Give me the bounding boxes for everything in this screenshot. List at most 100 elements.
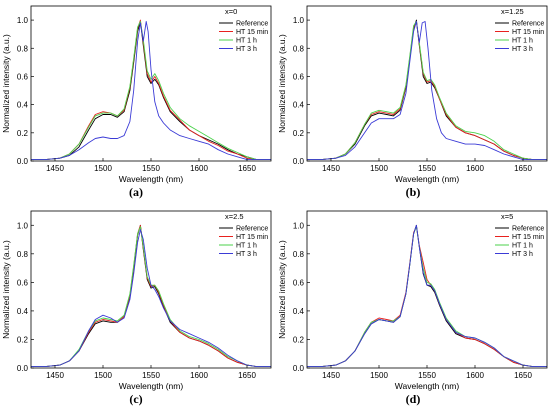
x-tick-label: 1500 bbox=[94, 371, 112, 380]
panel-tag: x=0 bbox=[225, 7, 237, 16]
x-tick-label: 1550 bbox=[142, 164, 160, 173]
legend-label: Reference bbox=[512, 21, 544, 28]
chart-panel-1: 1450 1500 1550 1600 1650 0.0 0.2 0.4 0.6 0.8 1.0 Wa… bbox=[1, 5, 272, 199]
x-tick-label: 1600 bbox=[190, 164, 208, 173]
series-line-1 bbox=[31, 21, 271, 161]
legend-label: HT 15 min bbox=[236, 29, 268, 36]
x-tick-label: 1650 bbox=[238, 164, 256, 173]
y-tick-label: 0.2 bbox=[293, 129, 305, 138]
y-tick-label: 0.6 bbox=[17, 72, 29, 81]
series-line-3 bbox=[31, 21, 271, 161]
x-tick-label: 1450 bbox=[46, 164, 64, 173]
y-tick-label: 0.2 bbox=[17, 335, 29, 344]
x-axis-title: Wavelength (nm) bbox=[395, 381, 460, 391]
chart-panel-4: 1450 1500 1550 1600 1650 0.0 0.2 0.4 0.6 0.8 1.0 Wa… bbox=[277, 210, 548, 406]
y-tick-label: 0.6 bbox=[293, 278, 305, 287]
panel-caption: (a) bbox=[129, 185, 143, 199]
series-lines bbox=[307, 224, 547, 368]
series-line-3 bbox=[307, 21, 547, 161]
panel-tag: x=2.5 bbox=[225, 212, 244, 221]
legend-label: Reference bbox=[512, 226, 544, 233]
y-tick-label: 0.8 bbox=[293, 44, 305, 53]
y-tick-label: 1.0 bbox=[17, 221, 29, 230]
legend-label: Reference bbox=[236, 21, 268, 28]
y-tick-label: 0.8 bbox=[17, 250, 29, 259]
series-lines bbox=[31, 224, 271, 368]
series-line-3 bbox=[307, 226, 547, 368]
x-tick-label: 1550 bbox=[418, 371, 436, 380]
y-tick-label: 0.0 bbox=[17, 364, 29, 373]
y-tick-label: 0.2 bbox=[293, 335, 305, 344]
legend-label: HT 15 min bbox=[236, 234, 268, 241]
legend-label: Reference bbox=[236, 226, 268, 233]
y-tick-label: 0.6 bbox=[293, 72, 305, 81]
y-tick-label: 1.0 bbox=[17, 16, 29, 25]
legend-label: HT 15 min bbox=[512, 29, 544, 36]
series-line-3 bbox=[31, 226, 271, 368]
series-line-1 bbox=[31, 224, 271, 368]
y-axis-title: Normalized intensity (a.u.) bbox=[277, 34, 287, 133]
series-line-4 bbox=[31, 21, 271, 161]
y-tick-label: 0.2 bbox=[17, 129, 29, 138]
series-lines bbox=[307, 19, 547, 161]
y-tick-label: 0.4 bbox=[293, 101, 305, 110]
x-tick-label: 1600 bbox=[190, 371, 208, 380]
panel-caption: (d) bbox=[406, 392, 421, 406]
x-axis-title: Wavelength (nm) bbox=[119, 381, 184, 391]
series-line-2 bbox=[31, 19, 271, 161]
y-tick-label: 0.4 bbox=[17, 307, 29, 316]
series-line-1 bbox=[307, 224, 547, 368]
x-tick-label: 1550 bbox=[418, 164, 436, 173]
x-tick-label: 1650 bbox=[238, 371, 256, 380]
x-tick-label: 1600 bbox=[466, 371, 484, 380]
legend-label: HT 3 h bbox=[512, 251, 533, 258]
panel-caption: (c) bbox=[129, 392, 142, 406]
panel-caption: (b) bbox=[406, 185, 421, 199]
chart-panel-3: 1450 1500 1550 1600 1650 0.0 0.2 0.4 0.6 0.8 1.0 Wa… bbox=[1, 210, 272, 406]
x-tick-label: 1500 bbox=[370, 164, 388, 173]
legend-label: HT 1 h bbox=[512, 243, 533, 250]
series-line-4 bbox=[31, 229, 271, 368]
y-axis-title: Normalized intensity (a.u.) bbox=[1, 240, 11, 339]
x-axis-title: Wavelength (nm) bbox=[119, 174, 184, 184]
legend-label: HT 3 h bbox=[512, 46, 533, 53]
y-tick-label: 1.0 bbox=[293, 221, 305, 230]
y-tick-label: 1.0 bbox=[293, 16, 305, 25]
chart-panel-2: 1450 1500 1550 1600 1650 0.0 0.2 0.4 0.6 0.8 1.0 Wa… bbox=[277, 5, 548, 199]
series-line-2 bbox=[31, 224, 271, 368]
x-tick-label: 1500 bbox=[370, 371, 388, 380]
x-tick-label: 1550 bbox=[142, 371, 160, 380]
y-tick-label: 0.4 bbox=[17, 101, 29, 110]
y-tick-label: 0.6 bbox=[17, 278, 29, 287]
series-line-4 bbox=[307, 21, 547, 161]
y-tick-label: 0.8 bbox=[17, 44, 29, 53]
y-axis-title: Normalized intensity (a.u.) bbox=[277, 240, 287, 339]
legend-label: HT 1 h bbox=[236, 38, 257, 45]
x-tick-label: 1500 bbox=[94, 164, 112, 173]
legend-label: HT 1 h bbox=[236, 243, 257, 250]
y-tick-label: 0.0 bbox=[17, 157, 29, 166]
legend-label: HT 1 h bbox=[512, 38, 533, 45]
x-tick-label: 1450 bbox=[46, 371, 64, 380]
legend-label: HT 3 h bbox=[236, 46, 257, 53]
legend-label: HT 3 h bbox=[236, 251, 257, 258]
x-tick-label: 1650 bbox=[514, 371, 532, 380]
series-line-4 bbox=[307, 224, 547, 368]
y-tick-label: 0.0 bbox=[293, 364, 305, 373]
x-tick-label: 1450 bbox=[322, 164, 340, 173]
panel-tag: x=1.25 bbox=[501, 7, 524, 16]
legend-label: HT 15 min bbox=[512, 234, 544, 241]
series-lines bbox=[31, 19, 271, 161]
y-tick-label: 0.8 bbox=[293, 250, 305, 259]
plot-frame bbox=[30, 210, 272, 369]
x-axis-title: Wavelength (nm) bbox=[395, 174, 460, 184]
x-tick-label: 1650 bbox=[514, 164, 532, 173]
y-tick-label: 0.4 bbox=[293, 307, 305, 316]
y-axis-title: Normalized intensity (a.u.) bbox=[1, 34, 11, 133]
panel-tag: x=5 bbox=[501, 212, 513, 221]
x-tick-label: 1600 bbox=[466, 164, 484, 173]
